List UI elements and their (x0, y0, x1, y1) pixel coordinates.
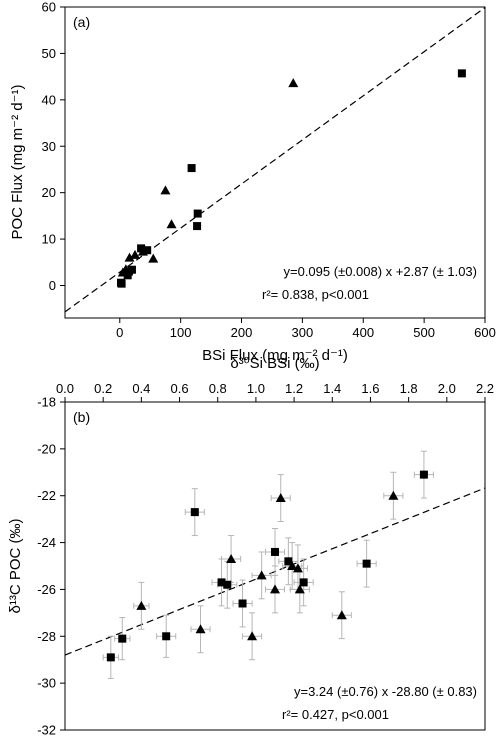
square-point (271, 547, 279, 556)
square-point (106, 653, 115, 662)
triangle-point (292, 563, 303, 573)
square-point (143, 246, 152, 255)
y-tick-label: -32 (37, 723, 56, 737)
panel-b-y-axis-title: δ¹³C POC (‰) (7, 518, 24, 613)
triangle-point (270, 584, 280, 594)
square-point (284, 557, 293, 566)
triangle-point (256, 570, 267, 580)
triangle-point (247, 631, 258, 641)
panel-b-plot-frame (64, 401, 486, 731)
square-point (117, 279, 126, 288)
panel-a-y-axis-title: POC Flux (mg m⁻² d⁻¹) (9, 84, 26, 239)
triangle-point (136, 600, 147, 610)
y-tick-label: 10 (42, 232, 56, 247)
square-point (223, 580, 232, 589)
x-tick-label: 0.6 (171, 381, 189, 396)
panel-a-fit-stats: r²= 0.838, p<0.001 (262, 287, 369, 302)
triangle-point (160, 185, 171, 195)
x-tick-label: 500 (413, 325, 435, 340)
x-tick-label: 400 (352, 325, 374, 340)
x-tick-label: 100 (170, 325, 192, 340)
panel-a-plot-frame (64, 6, 486, 319)
panel-b-chart: 0.0 0.2 0.4 0.6 0.8 1.0 1.2 1.4 1.6 1.8 2.0 2.2 -32… (7, 355, 494, 737)
y-tick-label: 30 (42, 139, 56, 154)
y-tick-label: -24 (37, 535, 56, 550)
x-tick-label: 1.0 (247, 381, 265, 396)
x-tick-label: 0.8 (209, 381, 227, 396)
x-tick-label: 1.2 (285, 381, 303, 396)
panel-b-label: (b) (73, 409, 90, 425)
panel-a-x-axis-title: BSi Flux (mg m⁻² d⁻¹) (202, 347, 348, 364)
x-tick-label: 1.8 (400, 381, 418, 396)
square-point (187, 164, 196, 173)
y-tick-label: 0 (49, 278, 56, 293)
square-point (299, 578, 308, 587)
triangle-point (226, 553, 237, 563)
triangle-point (148, 253, 159, 263)
square-point (118, 634, 127, 643)
triangle-point (130, 249, 140, 259)
triangle-point (275, 493, 286, 503)
regression-line (64, 7, 486, 313)
panel-a-x-axis: 0 100 200 300 400 500 600 (116, 318, 496, 340)
square-point (362, 559, 371, 568)
x-tick-label: 2.2 (476, 381, 494, 396)
triangle-point (294, 584, 305, 594)
x-tick-label: 200 (231, 325, 253, 340)
panel-a-regression-line (64, 7, 486, 313)
square-point (419, 470, 428, 479)
panel-a-chart: 0 100 200 300 400 500 600 0 10 20 30 40 50 60 (a) BS… (9, 0, 496, 364)
panel-a-y-axis: 0 10 20 30 40 50 60 (42, 0, 65, 293)
triangle-point (388, 490, 399, 500)
y-tick-label: -30 (37, 676, 56, 691)
triangle-point (124, 252, 135, 262)
x-tick-label: 1.6 (361, 381, 379, 396)
x-tick-label: 1.4 (323, 381, 341, 396)
x-tick-label: 0.2 (94, 381, 112, 396)
square-point (193, 209, 202, 218)
x-tick-label: 0 (116, 325, 123, 340)
triangle-point (288, 78, 299, 88)
y-tick-label: -28 (37, 629, 56, 644)
x-tick-label: 300 (292, 325, 314, 340)
panel-b-x-axis-title: δ³⁰Si BSi (‰) (230, 355, 319, 372)
y-tick-label: -26 (37, 582, 56, 597)
panel-b-y-axis: -32 -30 -28 -26 -24 -22 -20 -18 (37, 395, 65, 737)
x-tick-label: 600 (474, 325, 496, 340)
panel-b-x-axis-top: 0.0 0.2 0.4 0.6 0.8 1.0 1.2 1.4 1.6 1.8 2.0 2.2 (56, 381, 494, 402)
y-tick-label: 20 (42, 185, 56, 200)
square-point (127, 265, 136, 274)
square-point (190, 508, 199, 517)
y-tick-label: -22 (37, 488, 56, 503)
triangle-point (336, 610, 347, 620)
square-point (238, 599, 247, 608)
square-point (137, 244, 146, 253)
triangle-point (195, 624, 206, 634)
triangle-point (137, 246, 148, 256)
x-tick-label: 0.0 (56, 381, 74, 396)
panel-b-fit-equation: y=3.24 (±0.76) x -28.80 (± 0.83) (294, 684, 477, 699)
panel-b-fit-stats: r²= 0.427, p<0.001 (282, 707, 389, 722)
triangle-point (287, 561, 298, 570)
y-tick-label: -18 (37, 395, 56, 410)
square-point (162, 632, 171, 641)
panel-b-error-bars (102, 450, 434, 679)
square-point (193, 222, 202, 231)
y-tick-label: -20 (37, 441, 56, 456)
triangle-point (166, 219, 177, 229)
y-tick-label: 60 (42, 0, 56, 15)
square-point (217, 578, 226, 587)
panel-a-fit-equation: y=0.095 (±0.008) x +2.87 (± 1.03) (284, 264, 478, 279)
y-tick-label: 40 (42, 92, 56, 107)
panel-a-data-points (117, 69, 466, 288)
x-tick-label: 2.0 (438, 381, 456, 396)
x-tick-label: 0.4 (132, 381, 150, 396)
panel-b-data-points (106, 470, 428, 662)
square-point (457, 69, 466, 78)
y-tick-label: 50 (42, 46, 56, 61)
panel-a-label: (a) (73, 14, 90, 30)
triangle-point (120, 264, 131, 274)
